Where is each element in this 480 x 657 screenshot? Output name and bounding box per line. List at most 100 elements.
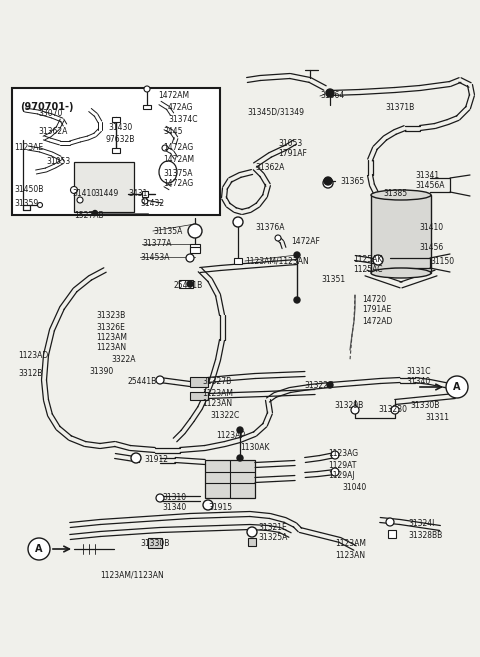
Text: 3445: 3445	[163, 127, 182, 137]
Text: 1123AP: 1123AP	[216, 432, 245, 440]
Text: 31341: 31341	[415, 171, 439, 179]
Circle shape	[247, 527, 257, 537]
Circle shape	[156, 376, 164, 384]
Text: (970701-): (970701-)	[20, 102, 73, 112]
Text: 3312B: 3312B	[18, 369, 42, 378]
Text: 1472AD: 1472AD	[362, 317, 392, 325]
Bar	[179, 280, 193, 288]
Text: 3322A: 3322A	[111, 355, 135, 365]
Text: 1123AE: 1123AE	[14, 143, 43, 152]
Circle shape	[237, 455, 243, 461]
Bar	[248, 538, 256, 546]
Circle shape	[144, 86, 150, 92]
Circle shape	[326, 89, 334, 97]
Text: 31345D/31349: 31345D/31349	[247, 108, 304, 116]
Bar	[190, 247, 200, 253]
Text: 31329B: 31329B	[334, 401, 363, 411]
Text: 1123AN: 1123AN	[335, 551, 365, 560]
Text: 1129AT: 1129AT	[328, 461, 356, 470]
Text: 31135A: 31135A	[153, 227, 182, 235]
Text: 1130AK: 1130AK	[240, 443, 269, 451]
Text: 1123AM: 1123AM	[335, 539, 366, 549]
Circle shape	[294, 252, 300, 258]
Text: 31321E: 31321E	[258, 522, 287, 532]
Bar	[112, 148, 120, 153]
Bar	[143, 105, 151, 109]
Circle shape	[186, 254, 194, 262]
Text: 31432: 31432	[140, 200, 164, 208]
Text: 1125AC: 1125AC	[353, 265, 383, 273]
Text: 31377A: 31377A	[142, 240, 171, 248]
Text: 31456A: 31456A	[415, 181, 444, 189]
Text: 14720: 14720	[362, 294, 386, 304]
Circle shape	[233, 217, 243, 227]
Text: 31325A: 31325A	[258, 533, 288, 543]
Text: 1472AM: 1472AM	[163, 154, 194, 164]
Bar	[190, 244, 200, 250]
Text: 31410: 31410	[72, 189, 96, 198]
Ellipse shape	[371, 268, 431, 278]
Circle shape	[162, 145, 168, 151]
Text: 1472AM: 1472AM	[158, 91, 189, 101]
Circle shape	[373, 255, 383, 265]
Text: 31330B: 31330B	[140, 539, 169, 547]
Circle shape	[188, 224, 202, 238]
Bar	[148, 538, 162, 548]
Text: 1472AF: 1472AF	[291, 237, 320, 246]
Bar	[74, 162, 134, 212]
Text: 31912: 31912	[144, 455, 168, 463]
Text: 31328BB: 31328BB	[408, 530, 442, 539]
Text: 1125AK: 1125AK	[353, 254, 383, 263]
Text: 31915: 31915	[208, 503, 232, 512]
Text: 31310: 31310	[162, 493, 186, 501]
Text: 31376A: 31376A	[255, 223, 285, 233]
Bar	[112, 117, 120, 122]
Bar	[205, 460, 255, 498]
Circle shape	[294, 297, 300, 303]
Text: 1123AD: 1123AD	[18, 351, 48, 361]
Circle shape	[187, 281, 193, 287]
Text: 31330B: 31330B	[410, 401, 439, 411]
Bar	[12, 88, 220, 215]
Text: 31322C: 31322C	[304, 380, 333, 390]
Text: 1472AG: 1472AG	[163, 179, 193, 189]
Text: 25441B: 25441B	[174, 281, 203, 290]
Circle shape	[203, 500, 213, 510]
Text: 31430: 31430	[108, 124, 132, 133]
Text: 31040: 31040	[342, 484, 366, 493]
Circle shape	[156, 494, 164, 502]
Text: 31340: 31340	[162, 503, 186, 512]
Text: 1791AE: 1791AE	[362, 306, 391, 315]
Bar	[234, 258, 242, 264]
Circle shape	[391, 406, 399, 414]
Circle shape	[275, 235, 281, 241]
Text: 31327B: 31327B	[202, 376, 231, 386]
Circle shape	[237, 427, 243, 433]
Text: 472AG: 472AG	[168, 104, 193, 112]
Bar	[388, 530, 396, 538]
Text: 1123AG: 1123AG	[328, 449, 358, 459]
Text: 31449: 31449	[94, 189, 118, 198]
Text: 31053: 31053	[278, 139, 302, 148]
Circle shape	[386, 518, 394, 526]
Text: 31456: 31456	[419, 242, 443, 252]
Circle shape	[93, 210, 97, 215]
Circle shape	[331, 468, 339, 476]
Text: 31323B: 31323B	[96, 311, 125, 321]
Text: 31375A: 31375A	[163, 168, 192, 177]
Circle shape	[37, 202, 43, 208]
Text: 31371B: 31371B	[385, 102, 414, 112]
Text: 31362A: 31362A	[38, 127, 67, 137]
Circle shape	[71, 187, 77, 194]
Circle shape	[142, 198, 148, 204]
Text: 31374C: 31374C	[168, 114, 197, 124]
Text: 1129AJ: 1129AJ	[328, 470, 355, 480]
Text: 1472AG: 1472AG	[163, 143, 193, 152]
Text: 1123AM/1123AN: 1123AM/1123AN	[100, 570, 164, 579]
Circle shape	[131, 453, 141, 463]
Text: 31385: 31385	[383, 189, 407, 198]
Text: 1791AF: 1791AF	[278, 150, 307, 158]
Text: 31322C: 31322C	[210, 411, 239, 420]
Text: 1123AM: 1123AM	[96, 332, 127, 342]
Text: 31365: 31365	[340, 177, 364, 185]
